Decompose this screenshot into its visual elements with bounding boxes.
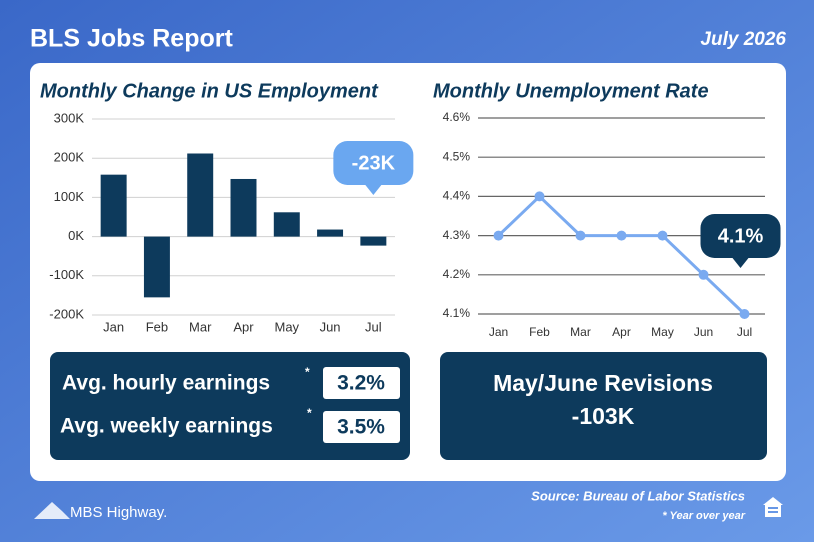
- earnings-box: [50, 352, 410, 460]
- bar: [143, 236, 170, 298]
- callout: [700, 214, 781, 268]
- y-tick-label: 300K: [54, 110, 85, 125]
- y-tick-label: 4.2%: [443, 267, 471, 281]
- earnings-value-box: [323, 411, 400, 443]
- x-tick-label: Mar: [189, 319, 212, 334]
- point: [616, 230, 627, 241]
- x-tick-label: May: [651, 325, 674, 339]
- x-tick-label: Jan: [489, 325, 508, 339]
- revisions-title: May/June Revisions: [493, 370, 713, 396]
- bar: [187, 153, 214, 237]
- callout: [333, 141, 414, 195]
- data-label: 4.1%: [718, 225, 764, 247]
- data-label: -23K: [352, 152, 396, 174]
- x-tick-label: Feb: [146, 319, 168, 334]
- header-date: July 2026: [700, 29, 786, 50]
- y-tick-label: 4.1%: [443, 306, 471, 320]
- note-marker: *: [307, 406, 312, 420]
- point: [575, 230, 586, 241]
- charts: Monthly Change in US Employment -200K -100…: [40, 80, 781, 339]
- x-tick-label: Mar: [570, 325, 591, 339]
- earnings-value-box: [323, 367, 400, 399]
- x-tick-label: Apr: [612, 325, 631, 339]
- y-tick-label: -100K: [49, 267, 84, 282]
- point: [698, 269, 709, 280]
- y-tick-label: -200K: [49, 306, 84, 321]
- point: [657, 230, 668, 241]
- chart-title: Monthly Unemployment Rate: [433, 80, 709, 102]
- point: [739, 309, 750, 319]
- x-tick-label: Jun: [320, 319, 341, 334]
- y-tick-label: 4.4%: [443, 189, 471, 203]
- bar: [230, 178, 257, 237]
- earnings-label: Avg. hourly earnings: [62, 372, 270, 395]
- bar: [273, 212, 300, 237]
- earnings-label: Avg. weekly earnings: [60, 415, 273, 438]
- note-marker: *: [305, 365, 310, 379]
- earnings-value: 3.5%: [337, 416, 385, 439]
- revisions-box: [440, 352, 767, 460]
- x-tick-label: Feb: [529, 325, 550, 339]
- x-tick-label: Jul: [365, 319, 382, 334]
- x-tick-label: Jun: [694, 325, 713, 339]
- x-tick-label: Jan: [103, 319, 124, 334]
- equal-housing-icon: [763, 497, 783, 517]
- point: [493, 230, 504, 241]
- earnings-value: 3.2%: [337, 372, 385, 395]
- y-tick-label: 200K: [54, 150, 85, 165]
- chart-title: Monthly Change in US Employment: [40, 80, 379, 102]
- y-tick-label: 4.6%: [443, 110, 471, 124]
- bar: [317, 229, 344, 237]
- y-tick-label: 100K: [54, 189, 85, 204]
- header-title: BLS Jobs Report: [30, 25, 233, 53]
- x-tick-label: Jul: [737, 325, 752, 339]
- bar: [100, 174, 127, 237]
- x-tick-label: May: [275, 319, 300, 334]
- brand: MBS Highway.: [70, 504, 167, 521]
- y-tick-label: 4.5%: [443, 149, 471, 163]
- y-tick-label: 4.3%: [443, 228, 471, 242]
- revisions-value: -103K: [572, 403, 635, 429]
- brand-logo: [34, 502, 70, 519]
- note: * Year over year: [662, 510, 745, 522]
- source: Source: Bureau of Labor Statistics: [531, 488, 745, 503]
- y-tick-label: 0K: [68, 228, 84, 243]
- point: [534, 191, 545, 202]
- x-tick-label: Apr: [233, 319, 254, 334]
- bar: [360, 236, 387, 246]
